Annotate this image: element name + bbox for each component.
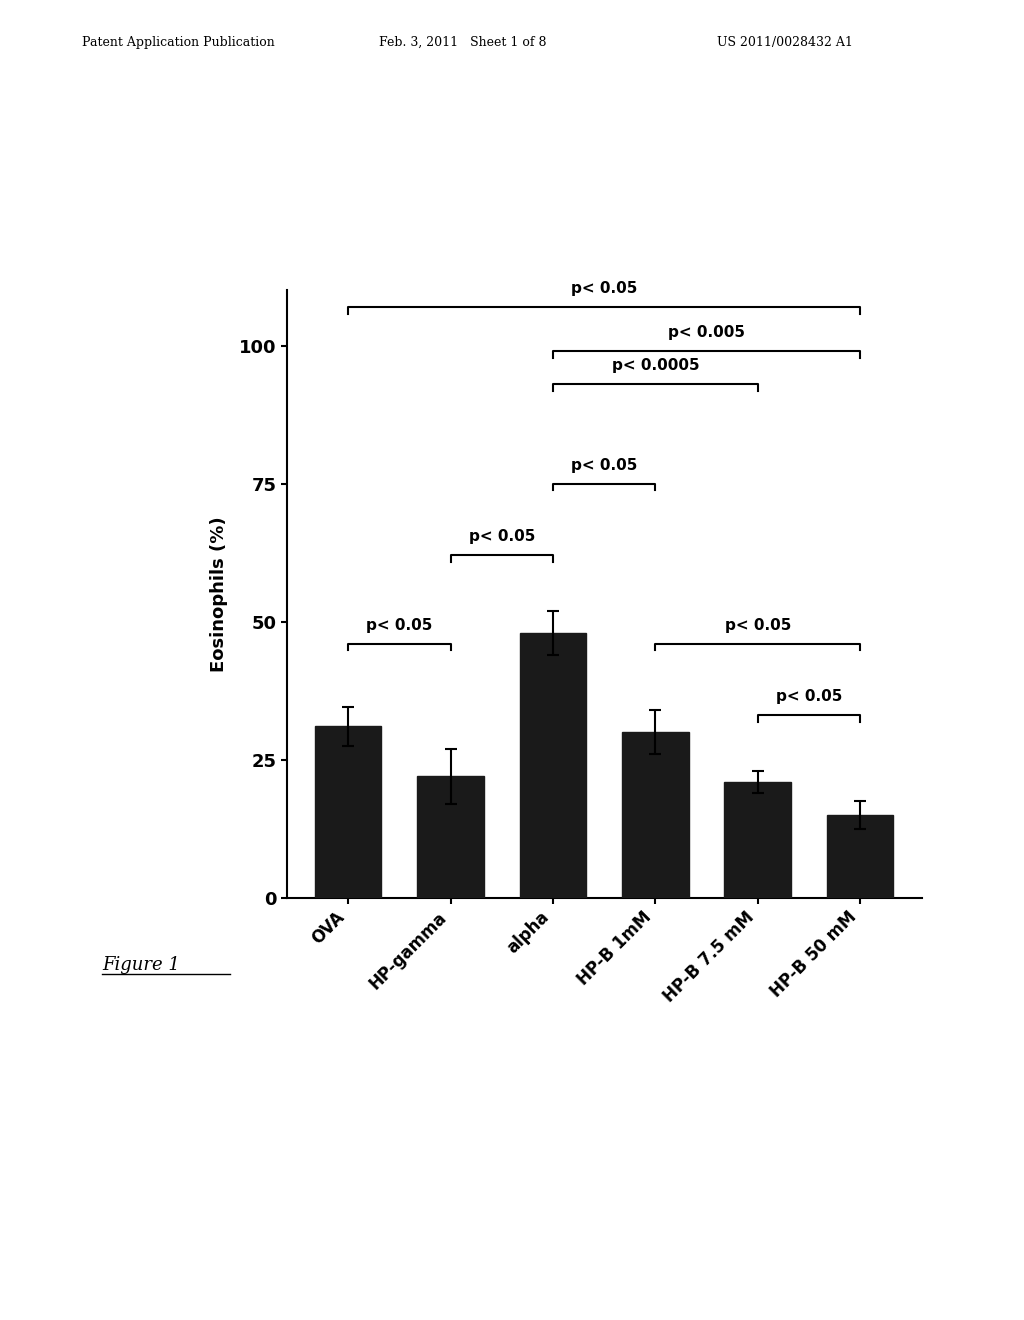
Text: p< 0.05: p< 0.05 <box>469 529 535 544</box>
Text: p< 0.05: p< 0.05 <box>571 281 637 296</box>
Text: p< 0.0005: p< 0.0005 <box>611 358 699 374</box>
Bar <box>725 781 792 898</box>
Text: Feb. 3, 2011   Sheet 1 of 8: Feb. 3, 2011 Sheet 1 of 8 <box>379 36 547 49</box>
Bar <box>315 726 381 898</box>
Bar <box>623 733 689 898</box>
Bar <box>418 776 484 898</box>
Text: US 2011/0028432 A1: US 2011/0028432 A1 <box>717 36 853 49</box>
Text: Patent Application Publication: Patent Application Publication <box>82 36 274 49</box>
Text: p< 0.005: p< 0.005 <box>668 325 745 341</box>
Y-axis label: Eosinophils (%): Eosinophils (%) <box>210 516 227 672</box>
Bar <box>827 814 894 898</box>
Text: p< 0.05: p< 0.05 <box>776 689 842 705</box>
Text: p< 0.05: p< 0.05 <box>725 618 791 632</box>
Text: p< 0.05: p< 0.05 <box>367 618 432 632</box>
Text: p< 0.05: p< 0.05 <box>571 458 637 473</box>
Bar <box>520 632 587 898</box>
Text: Figure 1: Figure 1 <box>102 956 180 974</box>
